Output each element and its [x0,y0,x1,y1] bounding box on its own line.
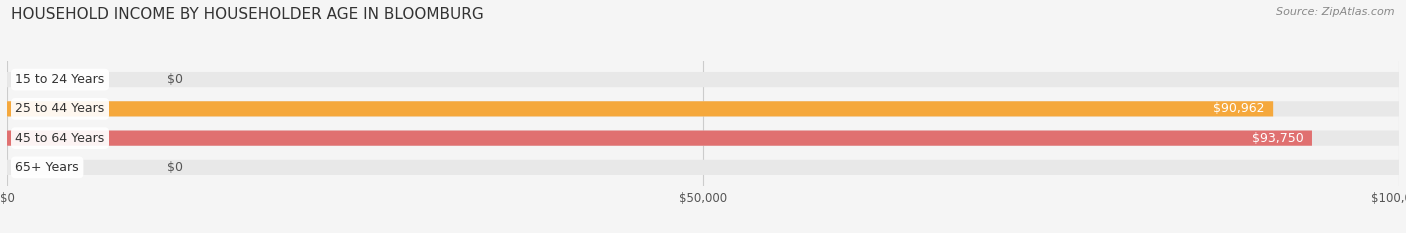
Text: HOUSEHOLD INCOME BY HOUSEHOLDER AGE IN BLOOMBURG: HOUSEHOLD INCOME BY HOUSEHOLDER AGE IN B… [11,7,484,22]
Text: $93,750: $93,750 [1251,132,1303,145]
Text: 65+ Years: 65+ Years [15,161,79,174]
Text: 25 to 44 Years: 25 to 44 Years [15,102,104,115]
Text: 45 to 64 Years: 45 to 64 Years [15,132,104,145]
Text: $0: $0 [167,161,183,174]
FancyBboxPatch shape [7,101,1274,116]
FancyBboxPatch shape [7,101,1399,116]
Text: 15 to 24 Years: 15 to 24 Years [15,73,104,86]
FancyBboxPatch shape [7,130,1312,146]
Text: Source: ZipAtlas.com: Source: ZipAtlas.com [1277,7,1395,17]
FancyBboxPatch shape [7,130,1399,146]
Text: $0: $0 [167,73,183,86]
FancyBboxPatch shape [7,72,1399,87]
Text: $90,962: $90,962 [1213,102,1265,115]
FancyBboxPatch shape [7,160,1399,175]
